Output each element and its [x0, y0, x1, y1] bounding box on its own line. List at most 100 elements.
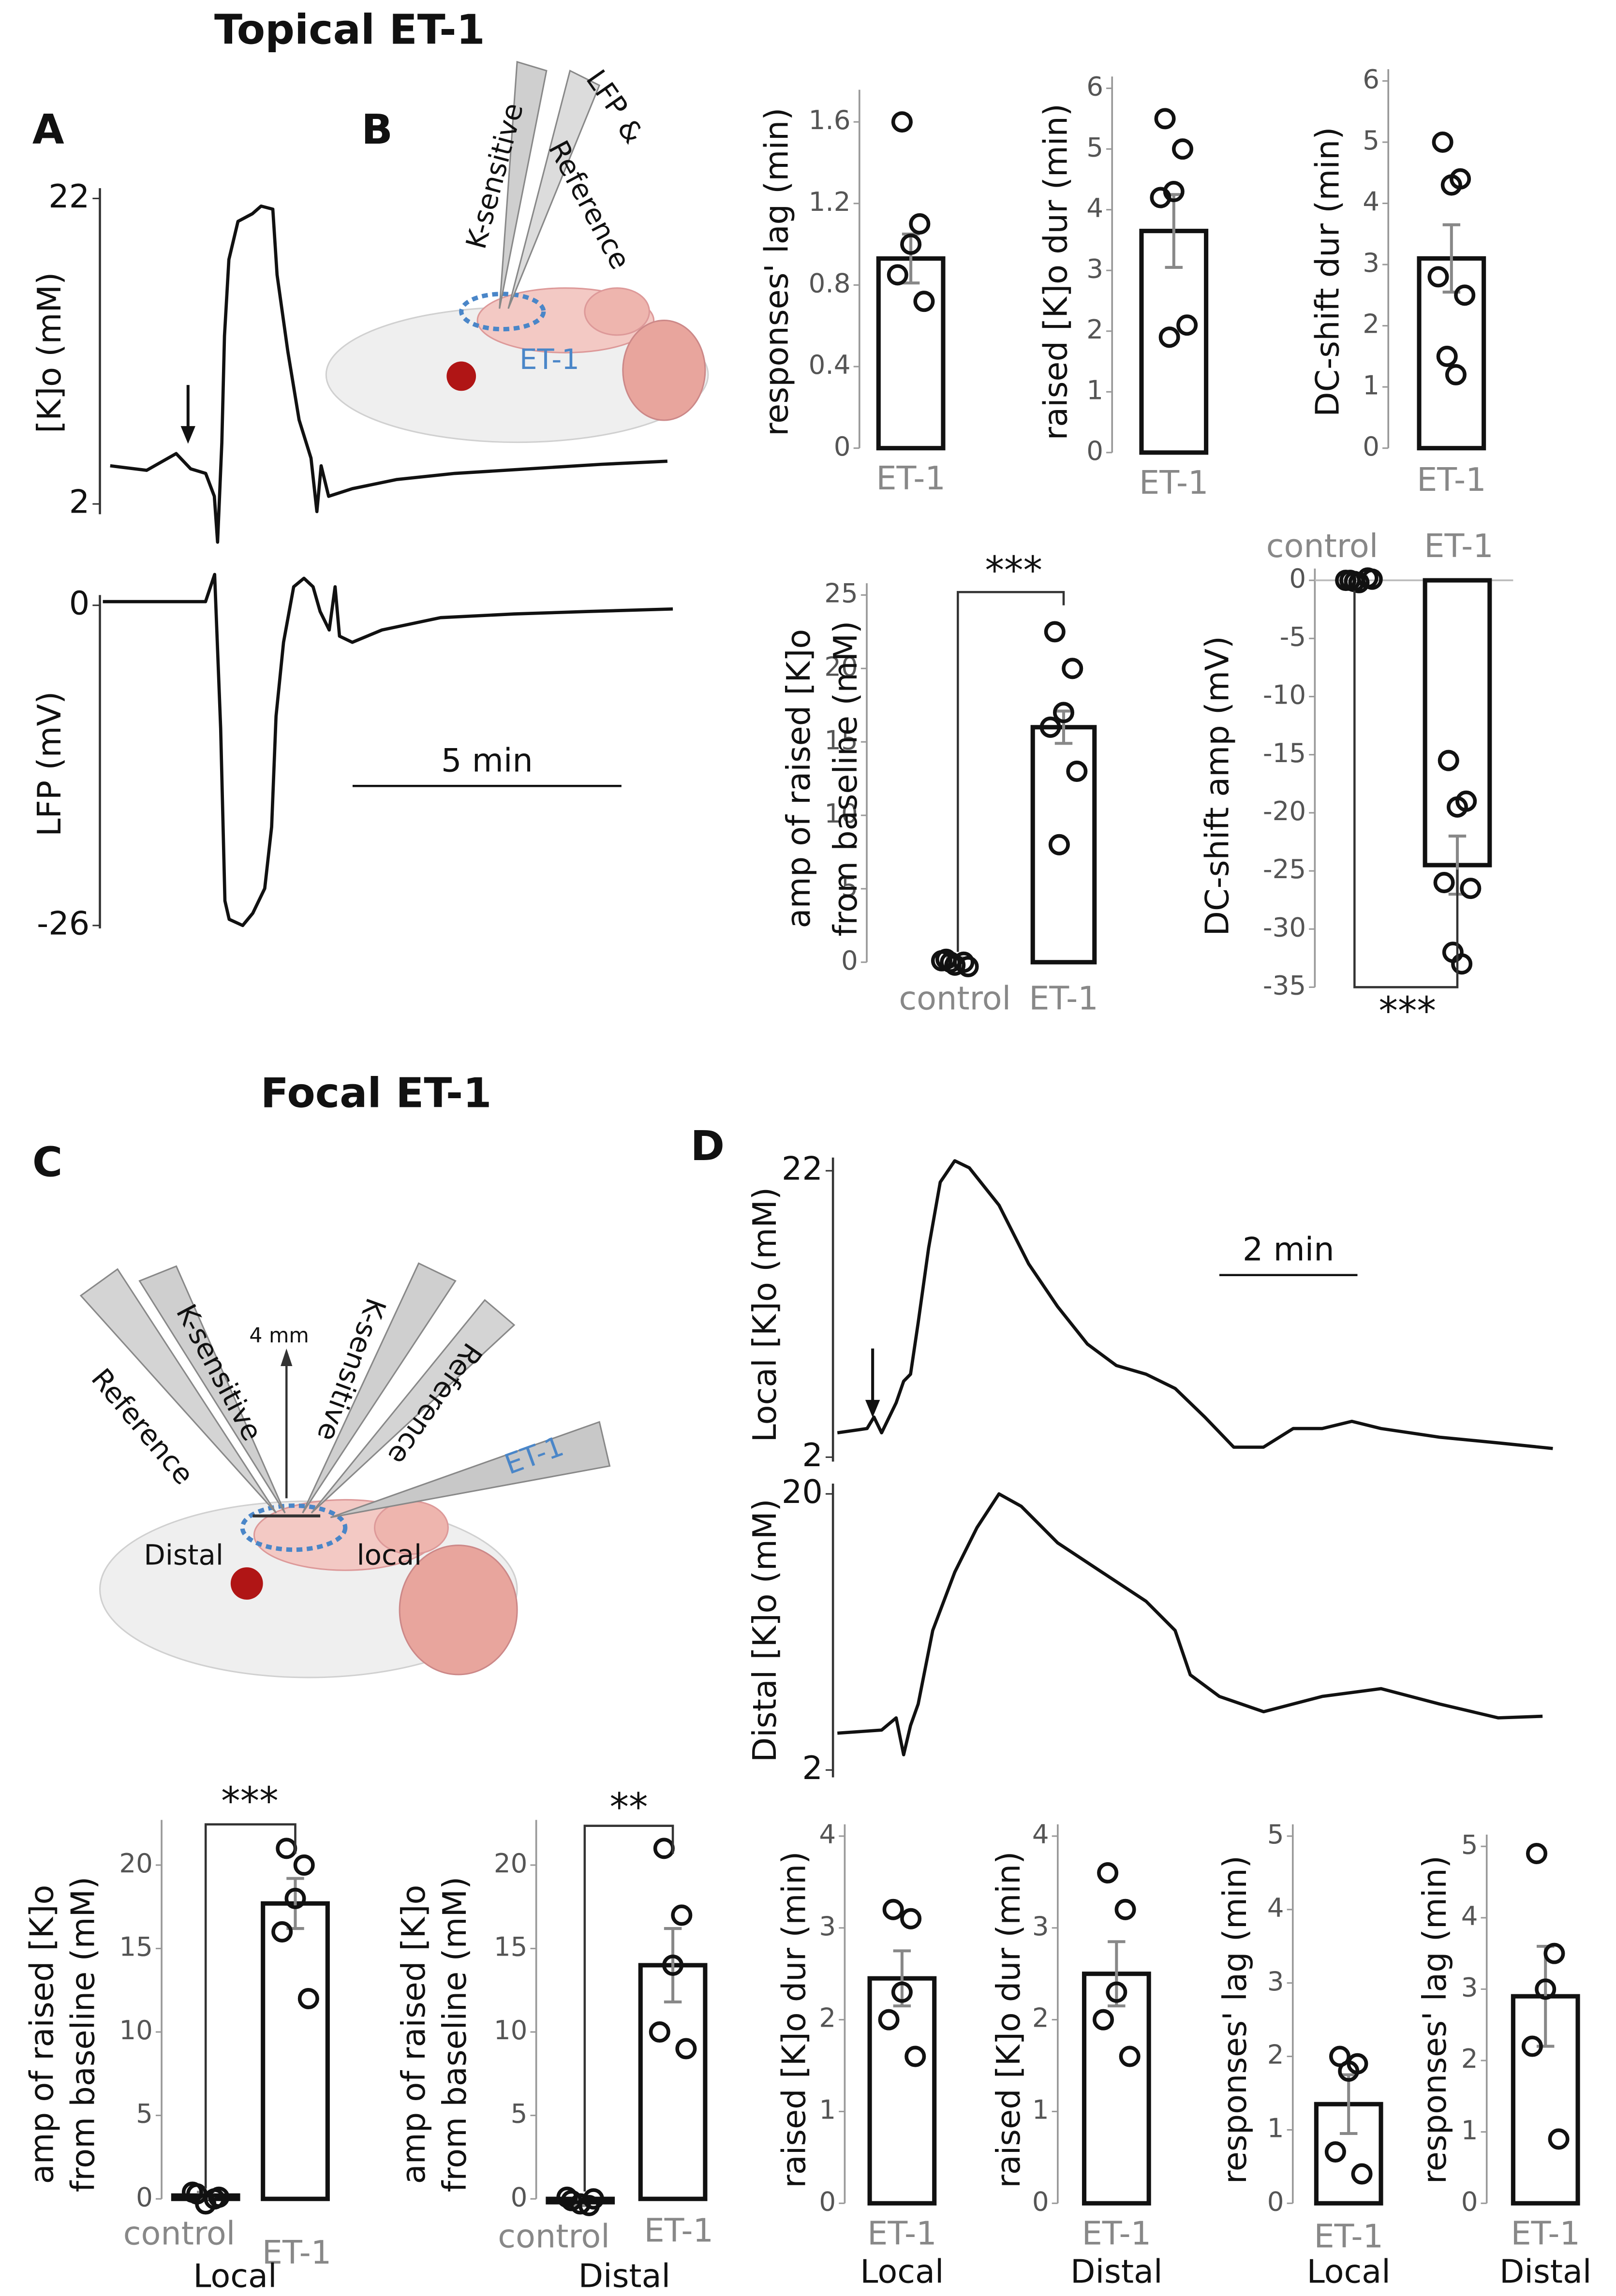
bar	[638, 1963, 708, 2201]
significance-bracket	[204, 1823, 297, 2189]
data-point	[583, 2188, 605, 2210]
electrode	[499, 60, 548, 309]
y-tick-label: 2	[819, 2002, 836, 2033]
y-tick-label: 3	[1363, 247, 1379, 278]
y-tick-label: 1	[1461, 2115, 1478, 2146]
data-point	[284, 1887, 306, 1909]
diagram-label: Reference	[542, 135, 637, 274]
data-point	[891, 1981, 913, 2003]
y-tick-label: 1	[1363, 369, 1379, 400]
figure-title: Topical ET-1	[214, 6, 485, 54]
data-point	[1436, 345, 1458, 367]
y-tick-label: 20	[782, 1473, 823, 1511]
arrow-head	[865, 1399, 880, 1418]
eye	[446, 361, 476, 391]
data-point	[1446, 796, 1468, 818]
category-label: ET-1	[876, 459, 946, 497]
data-point	[1427, 266, 1449, 288]
data-point	[1335, 570, 1357, 591]
panel-label: B	[361, 106, 393, 154]
electrode	[507, 69, 601, 309]
y-tick-label: 5	[1086, 132, 1103, 162]
scale-bar-label: 5 min	[441, 741, 533, 779]
data-point	[675, 2038, 697, 2060]
data-point	[1433, 872, 1455, 894]
data-point	[1521, 2035, 1543, 2057]
y-tick-label: -26	[37, 904, 89, 942]
data-point	[1158, 326, 1180, 348]
y-tick-label: 1.6	[809, 104, 851, 135]
electrode	[138, 1265, 286, 1514]
bar	[261, 1901, 330, 2201]
diagram-label: 4 mm	[249, 1324, 309, 1348]
y-tick-label: 10	[824, 798, 858, 829]
data-point	[1338, 2060, 1360, 2082]
y-axis-label: amp of raised [K]o	[780, 629, 817, 928]
data-point	[900, 234, 922, 255]
trace	[103, 573, 673, 927]
significance-label: **	[609, 1785, 648, 1829]
data-point	[1114, 1899, 1136, 1920]
data-point	[1351, 2163, 1373, 2185]
y-tick-label: 2	[1461, 2043, 1478, 2074]
panel-label: A	[32, 106, 64, 154]
y-tick-label: 4	[1267, 1892, 1284, 1923]
data-point	[1324, 2141, 1346, 2163]
y-axis-label: responses' lag (min)	[1216, 1855, 1254, 2184]
category-label: control	[899, 979, 1011, 1017]
data-point	[1548, 2128, 1570, 2150]
data-point	[1053, 702, 1075, 723]
data-point	[1432, 131, 1453, 153]
significance-bracket	[957, 591, 1065, 952]
data-point	[900, 1908, 922, 1929]
category-label: ET-1	[262, 2234, 332, 2271]
y-tick-label: -15	[1263, 737, 1306, 768]
y-tick-label: 3	[819, 1911, 836, 1942]
electrode	[302, 1262, 457, 1514]
category-label: ET-1	[867, 2215, 937, 2252]
y-axis-label: from baseline (mM)	[827, 621, 864, 937]
x-axis-label: Local	[860, 2253, 944, 2291]
cerebellum	[584, 287, 650, 336]
ear	[622, 319, 706, 421]
y-tick-label: 1.2	[809, 186, 851, 217]
data-point	[882, 1899, 904, 1920]
y-axis-label: [K]o (mM)	[30, 272, 68, 433]
y-axis-label: amp of raised [K]o	[23, 1885, 61, 2184]
category-label: control	[123, 2215, 236, 2252]
data-point	[1097, 1862, 1119, 1884]
y-tick-label: 2	[802, 1436, 823, 1474]
y-axis-label: LFP (mV)	[30, 692, 68, 837]
y-tick-label: 2	[69, 483, 90, 521]
panel-label: D	[691, 1122, 725, 1170]
y-tick-label: 0	[834, 431, 851, 462]
y-axis-label: Distal [K]o (mM)	[746, 1499, 784, 1762]
y-tick-label: 5	[511, 2098, 528, 2129]
y-tick-label: 6	[1363, 64, 1379, 95]
data-point	[1445, 364, 1467, 385]
category-label: control	[1266, 527, 1379, 565]
x-axis-label: Local	[1307, 2253, 1391, 2291]
y-tick-label: 4	[819, 1819, 836, 1850]
y-tick-label: 22	[782, 1150, 823, 1188]
y-tick-label: -35	[1263, 970, 1306, 1001]
data-point	[297, 1987, 319, 2010]
bar	[867, 1976, 937, 2206]
y-tick-label: 3	[1086, 253, 1103, 284]
data-point	[891, 111, 913, 133]
y-tick-label: 5	[841, 871, 858, 902]
significance-label: ***	[221, 1779, 278, 1824]
electrode	[79, 1268, 277, 1514]
y-tick-label: 0	[1032, 2186, 1049, 2217]
data-point	[931, 950, 952, 971]
y-tick-label: 10	[494, 2015, 528, 2046]
data-point	[940, 951, 962, 973]
y-tick-label: 4	[1032, 1819, 1049, 1850]
y-axis-label: from baseline (mM)	[436, 1877, 474, 2193]
bar	[1423, 578, 1492, 868]
y-tick-label: 0	[1461, 2186, 1478, 2217]
data-point	[1106, 1981, 1127, 2003]
y-tick-label: 5	[1363, 125, 1379, 156]
y-tick-label: 5	[1461, 1829, 1478, 1860]
data-point	[887, 264, 908, 286]
